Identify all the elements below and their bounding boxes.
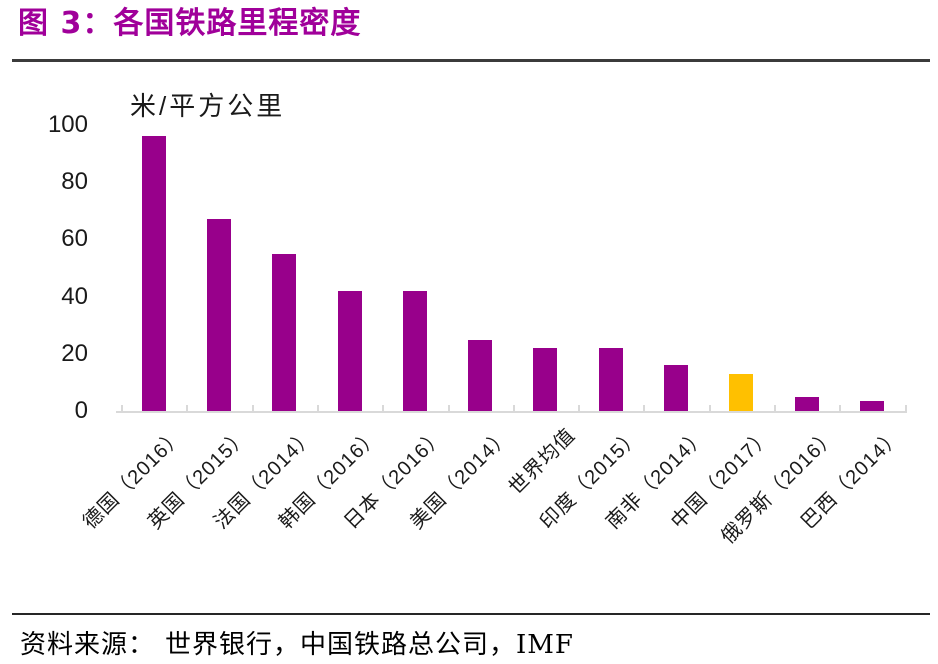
source-label: 资料来源： — [20, 630, 156, 660]
x-axis-tick — [251, 405, 254, 411]
x-axis-tick — [186, 405, 189, 411]
bar-3 — [337, 290, 362, 411]
bar-7 — [598, 348, 623, 411]
y-tick-label: 0 — [74, 397, 88, 424]
bar-5 — [468, 339, 493, 411]
bar-2 — [272, 253, 297, 411]
bar-6 — [533, 348, 558, 411]
x-axis-tick — [578, 405, 581, 411]
x-axis-tick — [447, 405, 450, 411]
y-tick-label: 80 — [61, 168, 88, 196]
source-divider-rule — [12, 613, 930, 615]
bar-9 — [729, 373, 754, 411]
x-axis-tick — [708, 405, 711, 411]
x-axis-tick — [839, 405, 842, 411]
title-divider-rule — [12, 59, 930, 62]
x-axis-tick — [904, 405, 907, 411]
x-axis-tick — [643, 405, 646, 411]
x-axis-line — [116, 411, 907, 413]
bar-4 — [402, 290, 427, 411]
y-tick-label: 40 — [61, 282, 88, 310]
x-axis-tick — [512, 405, 515, 411]
source-note: 资料来源： 世界银行，中国铁路总公司，IMF — [20, 624, 574, 661]
x-axis-tick — [774, 405, 776, 411]
source-text: 世界银行，中国铁路总公司，IMF — [165, 630, 574, 660]
bar-11 — [859, 400, 884, 411]
y-axis-unit-label: 米/平方公里 — [130, 91, 286, 121]
x-axis-tick — [382, 405, 385, 411]
bar-chart: 米/平方公里 0 20 40 60 80 100 德国（2016） 英国（2015） 法国（20… — [0, 70, 938, 612]
bar-0 — [141, 136, 166, 411]
bar-8 — [664, 365, 689, 411]
bar-10 — [794, 396, 819, 411]
y-tick-label: 100 — [47, 111, 88, 138]
figure-title: 图 3：各国铁路里程密度 — [18, 6, 362, 41]
bar-1 — [206, 219, 231, 411]
y-tick-label: 60 — [61, 225, 88, 253]
y-tick-label: 20 — [61, 339, 88, 367]
x-axis-tick — [316, 405, 319, 411]
x-axis-tick — [121, 405, 123, 411]
